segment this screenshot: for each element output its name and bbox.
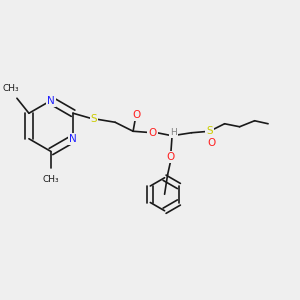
Text: S: S: [206, 126, 213, 136]
Text: N: N: [47, 95, 55, 106]
Text: O: O: [132, 110, 140, 120]
Text: N: N: [69, 134, 77, 144]
Text: O: O: [207, 138, 215, 148]
Text: CH₃: CH₃: [3, 84, 19, 93]
Text: O: O: [148, 128, 157, 138]
Text: H: H: [170, 128, 177, 137]
Text: O: O: [167, 152, 175, 162]
Text: CH₃: CH₃: [43, 175, 59, 184]
Text: S: S: [91, 114, 98, 124]
